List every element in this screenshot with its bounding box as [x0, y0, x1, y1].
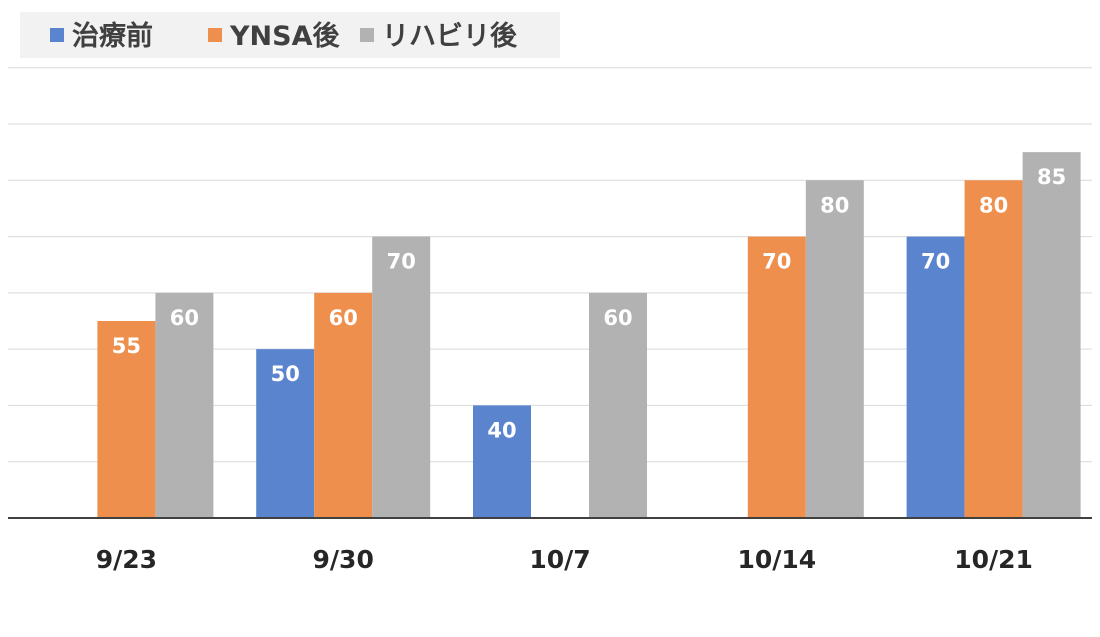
bar-9-23-series-1	[97, 321, 156, 518]
bar-9-30-series-2	[372, 236, 431, 519]
legend-swatch-0	[50, 28, 64, 42]
bar-10-7-series-2	[589, 292, 647, 518]
legend-label-0: 治療前	[72, 20, 153, 52]
legend-swatch-1	[208, 28, 222, 42]
category-label-10-7: 10/7	[529, 545, 590, 574]
bar-9-30-series-0	[256, 349, 315, 518]
bar-10-21-series-0	[906, 236, 965, 519]
value-labels: 55 60 50 60 70 40 60 70 80 70 80 85	[112, 165, 1066, 442]
bar-10-14-series-1	[747, 236, 806, 519]
value-label-10-14-series-1: 70	[762, 250, 791, 274]
value-label-9-30-series-1: 60	[329, 306, 358, 330]
legend-label-2: リハビリ後	[382, 21, 518, 52]
value-label-9-23-series-2: 60	[170, 306, 199, 330]
value-label-9-30-series-0: 50	[271, 362, 300, 386]
category-label-10-21: 10/21	[954, 545, 1033, 574]
category-label-9-23: 9/23	[96, 545, 157, 574]
category-label-9-30: 9/30	[313, 545, 374, 574]
bar-10-21-series-2	[1022, 152, 1081, 518]
bar-9-30-series-1	[314, 292, 373, 518]
value-label-10-21-series-0: 70	[921, 250, 950, 274]
value-label-10-21-series-1: 80	[979, 193, 1008, 217]
legend: 治療前 YNSA後 リハビリ後	[20, 12, 560, 58]
bar-10-14-series-2	[805, 180, 864, 519]
legend-background	[20, 12, 560, 58]
value-label-10-7-series-2: 60	[603, 306, 632, 330]
value-label-10-14-series-2: 80	[820, 193, 849, 217]
bar-10-21-series-1	[964, 180, 1023, 519]
bar-9-23-series-2	[155, 292, 214, 518]
legend-swatch-2	[360, 28, 374, 42]
bar-10-7-series-0	[473, 405, 531, 518]
value-label-9-23-series-1: 55	[112, 334, 141, 358]
bars	[97, 152, 1081, 519]
category-label-10-14: 10/14	[737, 545, 816, 574]
value-label-10-21-series-2: 85	[1037, 165, 1066, 189]
legend-label-1: YNSA後	[229, 21, 340, 52]
value-label-10-7-series-0: 40	[487, 418, 516, 442]
value-label-9-30-series-2: 70	[387, 250, 416, 274]
category-labels: 9/23 9/30 10/7 10/14 10/21	[96, 545, 1033, 574]
